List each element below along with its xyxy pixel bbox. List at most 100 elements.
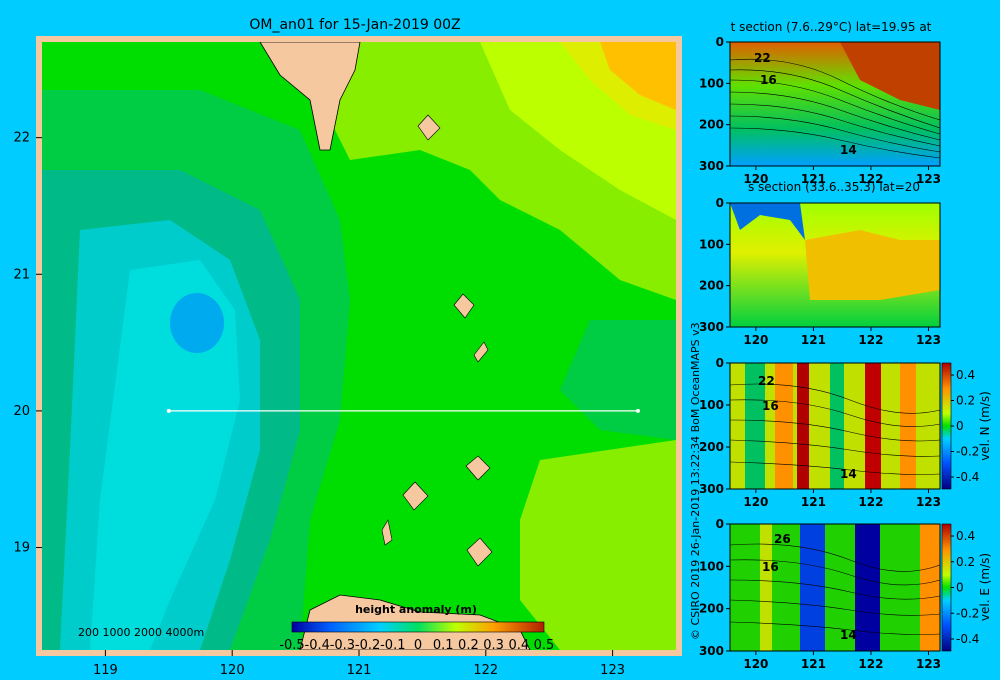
east-velocity-x-tick-label: 120 — [743, 657, 768, 671]
land-island-5 — [402, 481, 429, 511]
section-line-end — [635, 408, 640, 413]
height-colorbar-tick: 0.3 — [483, 638, 504, 653]
velocity-colorbar-tick-label: -0.2 — [956, 445, 979, 459]
north-velocity-y-tick-label: 0 — [716, 356, 724, 370]
height-colorbar-tick: 0.4 — [508, 638, 529, 653]
nvel-stripe-6 — [900, 363, 916, 489]
land-island-7 — [381, 519, 393, 546]
panel-salinity: s section (33.6..35.3) lat=20 120 121 122 1… — [699, 180, 941, 347]
east-velocity-colorbar — [941, 523, 952, 652]
field-band-lower-yellow — [520, 440, 676, 650]
velocity-colorbar-tick-label: 0 — [956, 419, 964, 433]
east-velocity-y-tick-label: 200 — [699, 602, 724, 616]
temperature-warm-patch — [840, 42, 940, 110]
height-colorbar-tick: 0.1 — [433, 638, 454, 653]
north-velocity-colorbar-ticks: 0.4 0.2 0 -0.2 -0.4 — [951, 368, 979, 484]
east-velocity-x-tick-label: 122 — [858, 657, 883, 671]
east-velocity-y-tick-label: 100 — [699, 559, 724, 573]
land-island-2 — [453, 293, 475, 319]
map-x-tick-label: 121 — [347, 663, 372, 678]
height-colorbar-tick: -0.2 — [355, 638, 380, 653]
field-band-green-right — [560, 320, 676, 440]
evel-stripe-1 — [800, 524, 825, 651]
height-colorbar-ticks: -0.5 -0.4 -0.3 -0.2 -0.1 0 0.1 0.2 0.3 0.4 0.5 — [279, 638, 554, 653]
east-velocity-x-tick-label: 123 — [916, 657, 941, 671]
section-line-start — [166, 408, 171, 413]
north-velocity-x-tick-label: 123 — [916, 495, 941, 509]
height-colorbar-tick: -0.3 — [330, 638, 355, 653]
salinity-x-tick-label: 121 — [801, 333, 826, 347]
panel-temperature: t section (7.6..29°C) lat=19.95 at 22 16… — [699, 20, 941, 186]
field-low-center — [170, 293, 224, 353]
map-x-axis: 119 120 121 122 123 — [93, 650, 625, 678]
map-y-axis: 22 21 20 19 — [13, 131, 42, 556]
velocity-colorbar-tick-label: -0.4 — [956, 470, 979, 484]
north-velocity-colorbar — [941, 362, 952, 490]
north-velocity-colorbar-label: vel. N (m/s) — [978, 391, 992, 461]
salinity-x-tick-label: 122 — [858, 333, 883, 347]
temperature-y-tick-label: 100 — [699, 76, 724, 90]
salinity-y-tick-label: 200 — [699, 279, 724, 293]
nvel-stripe-5 — [865, 363, 881, 489]
salinity-blue-patch — [730, 203, 805, 240]
map-field — [42, 42, 676, 650]
nvel-contour-14: 14 — [840, 467, 857, 481]
temperature-x-tick-label: 121 — [801, 172, 826, 186]
nvel-contour-22: 22 — [758, 374, 775, 388]
map-title: OM_an01 for 15-Jan-2019 00Z — [249, 17, 460, 33]
land-taiwan — [259, 42, 361, 151]
map-y-tick-label: 20 — [13, 404, 30, 419]
depth-scale-label: 200 1000 2000 4000m — [78, 626, 204, 639]
salinity-orange-patch — [805, 230, 940, 300]
north-velocity-y-tick-label: 200 — [699, 440, 724, 454]
velocity-colorbar-tick-label: -0.2 — [956, 606, 979, 620]
east-velocity-y-tick-label: 300 — [699, 644, 724, 658]
map-x-tick-label: 123 — [600, 663, 625, 678]
evel-contours — [729, 543, 941, 635]
temperature-title: t section (7.6..29°C) lat=19.95 at — [731, 20, 932, 34]
evel-stripe-2 — [855, 524, 880, 651]
map-x-tick-label: 120 — [220, 663, 245, 678]
map-x-tick-label: 119 — [93, 663, 118, 678]
east-velocity-colorbar-label: vel. E (m/s) — [978, 553, 992, 621]
height-colorbar-tick: 0.5 — [534, 638, 555, 653]
land-island-4 — [465, 455, 491, 481]
panel-north-velocity: 22 16 14 120 121 122 123 0 100 200 300 0.4 0.2 0 -… — [699, 356, 992, 509]
land-island-6 — [466, 537, 493, 567]
east-velocity-x-tick-label: 121 — [801, 657, 826, 671]
temperature-contours — [729, 58, 941, 159]
salinity-title: s section (33.6..35.3) lat=20 — [748, 180, 920, 194]
temperature-y-tick-label: 200 — [699, 118, 724, 132]
land-island-3 — [473, 341, 489, 363]
salinity-y-tick-label: 300 — [699, 320, 724, 334]
north-velocity-y-tick-label: 300 — [699, 482, 724, 496]
evel-contour-26: 26 — [774, 532, 791, 546]
height-colorbar-gradient — [291, 621, 545, 633]
height-colorbar-tick: -0.4 — [305, 638, 330, 653]
land-island-1 — [417, 114, 441, 141]
salinity-x-tick-label: 123 — [916, 333, 941, 347]
temperature-x-tick-label: 120 — [743, 172, 768, 186]
east-velocity-y-tick-label: 0 — [716, 517, 724, 531]
north-velocity-x-tick-label: 121 — [801, 495, 826, 509]
north-velocity-x-tick-label: 122 — [858, 495, 883, 509]
height-colorbar-tick: 0 — [414, 638, 422, 653]
salinity-axes: 120 121 122 123 0 100 200 300 — [699, 196, 941, 347]
temperature-contour-16: 16 — [760, 73, 777, 87]
evel-contour-14: 14 — [840, 628, 857, 642]
east-velocity-axes: 120 121 122 123 0 100 200 300 — [699, 517, 941, 671]
field-band-orange — [600, 42, 676, 110]
north-velocity-x-tick-label: 120 — [743, 495, 768, 509]
east-velocity-colorbar-ticks: 0.4 0.2 0 -0.2 -0.4 — [951, 529, 979, 646]
north-velocity-y-tick-label: 100 — [699, 398, 724, 412]
nvel-contour-16: 16 — [762, 399, 779, 413]
temperature-x-tick-label: 123 — [916, 172, 941, 186]
height-colorbar-label: height anomaly (m) — [355, 603, 477, 616]
height-colorbar-tick: 0.2 — [458, 638, 479, 653]
velocity-colorbar-tick-label: 0 — [956, 581, 964, 595]
temperature-axes: 120 121 122 123 0 100 200 300 — [699, 35, 941, 186]
field-band-lightblue — [90, 260, 240, 650]
credit-text: © CSIRO 2019 26-Jan-2019 13:22:34 BoM Oc… — [689, 322, 702, 640]
temperature-x-tick-label: 122 — [858, 172, 883, 186]
